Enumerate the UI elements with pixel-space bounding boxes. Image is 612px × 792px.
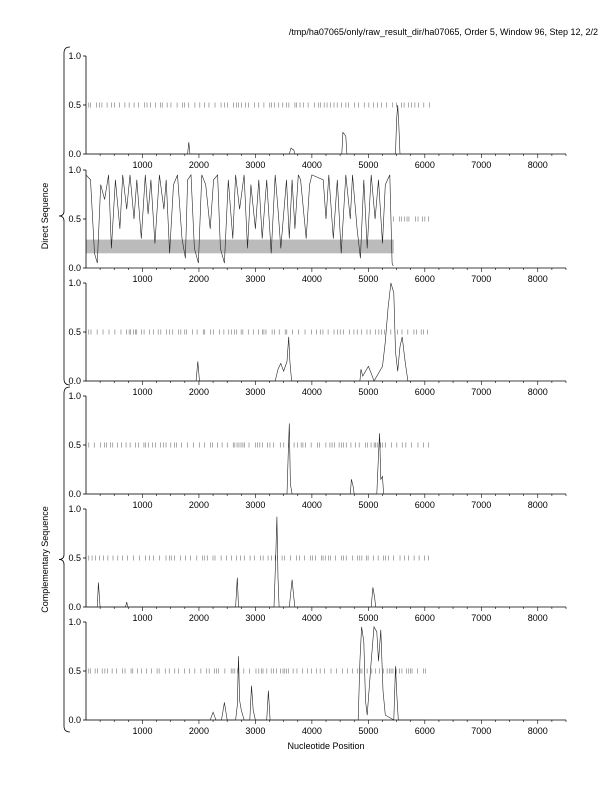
chart-panel-6: 0.0 0.5 1.0 1000 2000 3000 4000 5000 6000 7000 800… — [68, 617, 567, 736]
y-tick-label: 1.0 — [68, 504, 81, 514]
x-tick-label: 2000 — [189, 387, 209, 397]
x-tick-label: 8000 — [528, 387, 548, 397]
x-tick-label: 6000 — [415, 726, 435, 736]
x-tick-label: 6000 — [415, 274, 435, 284]
y-tick-label: 0.0 — [68, 263, 81, 273]
x-tick-label: 3000 — [245, 726, 265, 736]
x-tick-label: 6000 — [415, 613, 435, 623]
x-tick-label: 2000 — [189, 160, 209, 170]
chart-panel-4: 0.0 0.5 1.0 1000 2000 3000 4000 5000 6000 7000 800… — [68, 391, 567, 510]
x-tick-label: 7000 — [471, 274, 491, 284]
x-tick-label: 8000 — [528, 500, 548, 510]
x-tick-label: 7000 — [471, 613, 491, 623]
complementary-sequence-brace — [58, 386, 71, 733]
series-line-1 — [86, 516, 425, 608]
x-tick-label: 3000 — [245, 500, 265, 510]
x-tick-label: 1000 — [132, 613, 152, 623]
figure-header-path: /tmp/ha07065/only/raw_result_dir/ha07065… — [288, 27, 598, 37]
x-tick-label: 5000 — [358, 387, 378, 397]
y-tick-label: 1.0 — [68, 617, 81, 627]
x-tick-label: 4000 — [302, 726, 322, 736]
x-tick-label: 1000 — [132, 500, 152, 510]
y-tick-label: 0.0 — [68, 489, 81, 499]
x-tick-label: 2000 — [189, 726, 209, 736]
y-tick-label: 0.5 — [68, 214, 81, 224]
chart-panel-3: 0.0 0.5 1.0 1000 2000 3000 4000 5000 6000 7000 800… — [68, 278, 567, 397]
series-line-1 — [86, 104, 425, 155]
x-tick-label: 1000 — [132, 160, 152, 170]
y-tick-label: 0.5 — [68, 553, 81, 563]
direct-sequence-label: Direct Sequence — [40, 183, 50, 250]
chart-panel-5: 0.0 0.5 1.0 1000 2000 3000 4000 5000 6000 7000 800… — [68, 504, 567, 623]
x-tick-label: 8000 — [528, 726, 548, 736]
x-tick-label: 8000 — [528, 160, 548, 170]
y-tick-label: 0.5 — [68, 440, 81, 450]
x-tick-label: 3000 — [245, 274, 265, 284]
x-tick-label: 7000 — [471, 387, 491, 397]
complementary-sequence-label: Complementary Sequence — [40, 506, 50, 613]
x-tick-label: 3000 — [245, 387, 265, 397]
x-axis-label: Nucleotide Position — [287, 741, 364, 751]
x-tick-label: 2000 — [189, 274, 209, 284]
y-tick-label: 0.0 — [68, 376, 81, 386]
series-line-1 — [86, 423, 425, 495]
x-tick-label: 4000 — [302, 387, 322, 397]
x-tick-label: 4000 — [302, 613, 322, 623]
y-tick-label: 0.0 — [68, 715, 81, 725]
x-tick-label: 4000 — [302, 160, 322, 170]
x-tick-label: 5000 — [358, 726, 378, 736]
x-tick-label: 1000 — [132, 726, 152, 736]
direct-sequence-brace — [58, 46, 71, 386]
y-tick-label: 1.0 — [68, 165, 81, 175]
x-tick-label: 6000 — [415, 500, 435, 510]
x-tick-label: 8000 — [528, 274, 548, 284]
x-tick-label: 5000 — [358, 613, 378, 623]
y-tick-label: 0.5 — [68, 100, 81, 110]
series-line-1 — [86, 625, 425, 721]
y-tick-label: 1.0 — [68, 278, 81, 288]
x-tick-label: 5000 — [358, 160, 378, 170]
x-tick-label: 6000 — [415, 387, 435, 397]
x-tick-label: 1000 — [132, 387, 152, 397]
x-tick-label: 2000 — [189, 500, 209, 510]
y-tick-label: 1.0 — [68, 391, 81, 401]
x-tick-label: 3000 — [245, 613, 265, 623]
x-tick-label: 4000 — [302, 274, 322, 284]
x-tick-label: 8000 — [528, 613, 548, 623]
y-tick-label: 0.5 — [68, 666, 81, 676]
series-line-1 — [86, 282, 425, 382]
x-tick-label: 7000 — [471, 160, 491, 170]
y-tick-label: 0.5 — [68, 327, 81, 337]
series-line-1 — [85, 174, 394, 267]
x-tick-label: 3000 — [245, 160, 265, 170]
y-tick-label: 0.0 — [68, 149, 81, 159]
y-tick-label: 0.0 — [68, 602, 81, 612]
x-tick-label: 5000 — [358, 500, 378, 510]
x-tick-label: 7000 — [471, 726, 491, 736]
y-tick-label: 1.0 — [68, 51, 81, 61]
chart-panel-2: 0.0 0.5 1.0 1000 2000 3000 4000 5000 6000 7000 800… — [68, 165, 567, 284]
x-tick-label: 2000 — [189, 613, 209, 623]
x-tick-label: 5000 — [358, 274, 378, 284]
x-tick-label: 1000 — [132, 274, 152, 284]
chart-panel-1: 0.0 0.5 1.0 1000 2000 3000 4000 5000 6000 7000 800… — [68, 51, 567, 170]
highlight-band — [86, 239, 394, 254]
x-tick-label: 4000 — [302, 500, 322, 510]
x-tick-label: 7000 — [471, 500, 491, 510]
x-tick-label: 6000 — [415, 160, 435, 170]
